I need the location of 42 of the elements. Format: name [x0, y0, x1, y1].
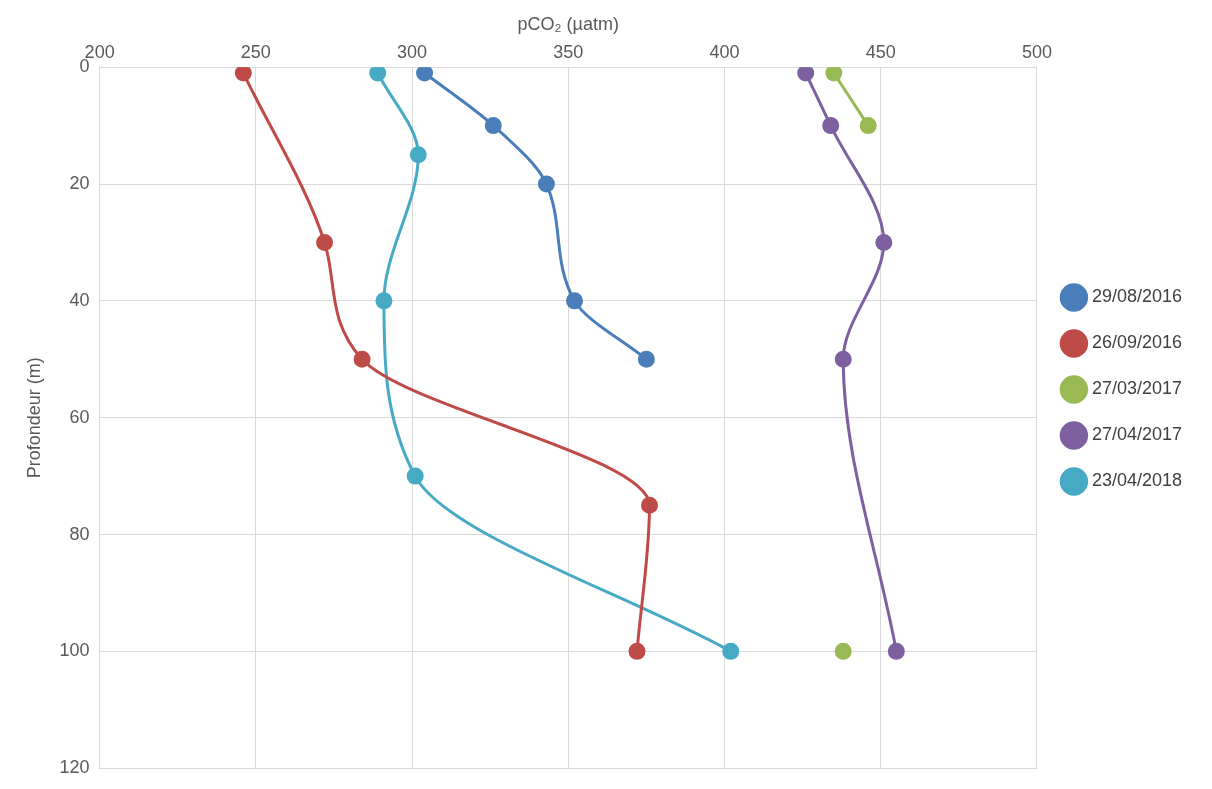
- legend-label: 27/03/2017: [1091, 378, 1183, 399]
- legend-label: 23/04/2018: [1091, 470, 1183, 491]
- x-tick-label: 500: [1021, 42, 1052, 63]
- point: [641, 496, 658, 514]
- point: [409, 146, 427, 164]
- x-tick-label: 250: [240, 42, 271, 63]
- point: [234, 67, 252, 82]
- point: [887, 642, 905, 660]
- y-tick-label: 60: [69, 406, 90, 427]
- y-tick-label: 40: [69, 289, 90, 310]
- point: [825, 67, 843, 82]
- point: [484, 117, 502, 135]
- point: [875, 233, 893, 251]
- x-tick-label: 400: [709, 42, 740, 63]
- point: [859, 117, 877, 135]
- y-tick-label: 20: [69, 173, 90, 193]
- point: [416, 67, 434, 82]
- point: [834, 642, 852, 660]
- point: [406, 467, 424, 485]
- y-tick-label: 80: [69, 523, 90, 544]
- legend-label: 27/04/2017: [1091, 424, 1183, 445]
- point: [722, 642, 740, 660]
- point: [628, 642, 646, 660]
- point: [797, 67, 815, 82]
- point: [369, 67, 387, 82]
- y-tick-label: 120: [59, 757, 90, 778]
- x-tick-label: 450: [865, 42, 896, 63]
- y-tick-label: 100: [59, 640, 90, 661]
- point: [375, 292, 393, 310]
- point: [353, 350, 371, 368]
- x-tick-label: 300: [397, 42, 428, 63]
- point: [834, 350, 852, 368]
- legend-label: 29/08/2016: [1091, 286, 1183, 307]
- y-axis-title: Profondeur (m): [23, 357, 44, 479]
- legend-label: 26/09/2016: [1091, 332, 1183, 353]
- point: [566, 292, 584, 310]
- point: [637, 350, 655, 368]
- point: [537, 175, 555, 193]
- point: [316, 233, 334, 251]
- x-axis-title: pCO₂ (µatm): [517, 13, 619, 34]
- x-tick-label: 350: [553, 42, 584, 63]
- point: [822, 117, 840, 135]
